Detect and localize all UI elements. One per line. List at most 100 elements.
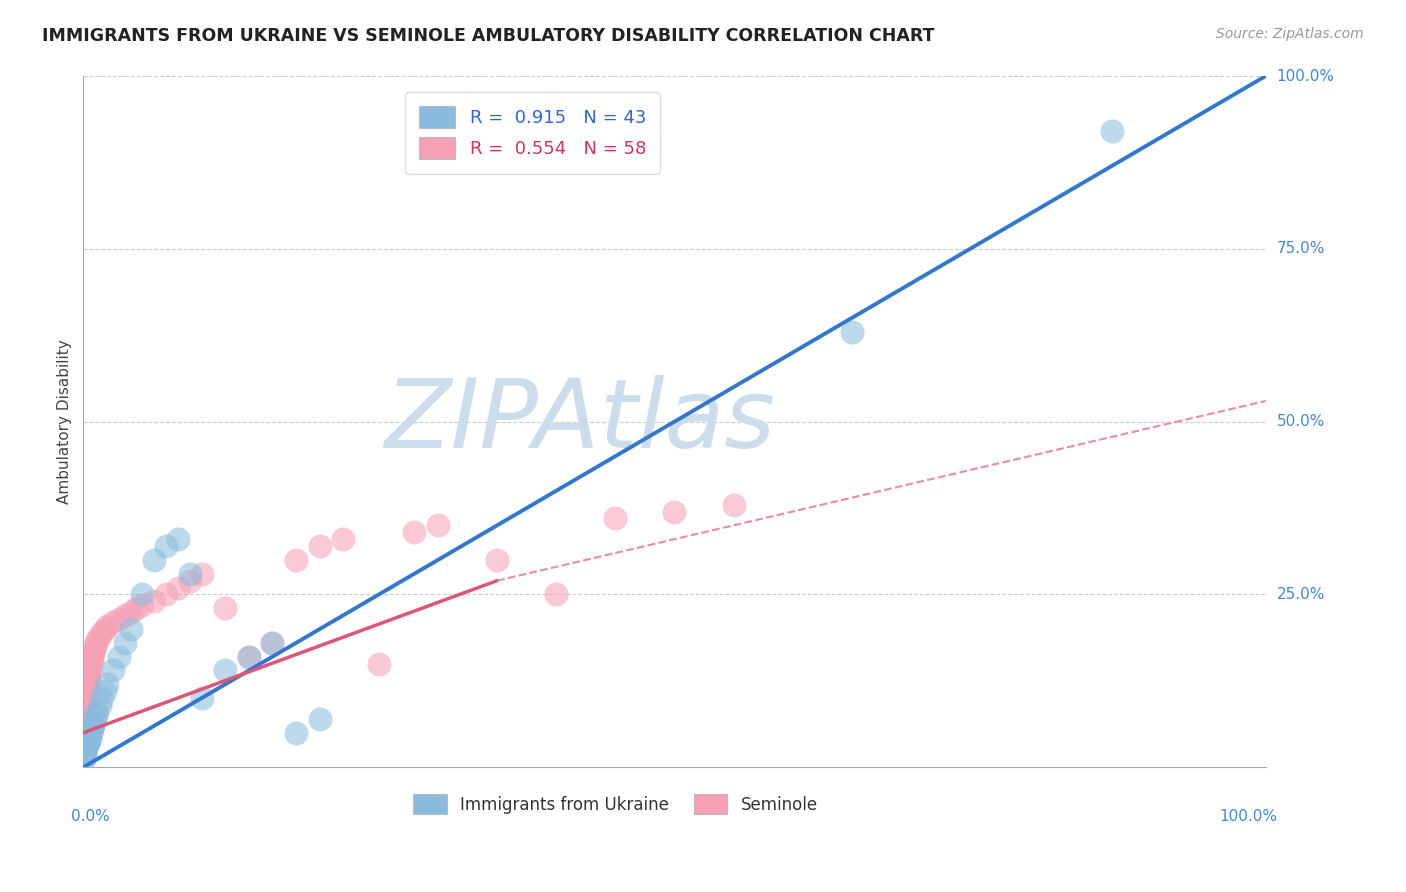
Point (76, 677, 98, 691)
Point (79, 664, 101, 678)
Text: Source: ZipAtlas.com: Source: ZipAtlas.com (1216, 27, 1364, 41)
Point (179, 566, 201, 581)
Point (77, 734, 100, 748)
Point (73, 712, 96, 726)
Point (73, 752, 96, 766)
Point (155, 539, 177, 553)
Text: ZIPAtlas: ZIPAtlas (384, 376, 775, 468)
Text: 25.0%: 25.0% (1277, 587, 1324, 602)
Point (91, 691, 114, 706)
Point (76, 738, 98, 752)
Point (83, 715, 105, 730)
Point (77, 729, 100, 743)
Point (114, 636, 136, 650)
Point (285, 553, 308, 567)
Point (93, 622, 115, 636)
Point (89, 698, 111, 712)
Text: IMMIGRANTS FROM UKRAINE VS SEMINOLE AMBULATORY DISABILITY CORRELATION CHART: IMMIGRANTS FROM UKRAINE VS SEMINOLE AMBU… (42, 27, 935, 45)
Point (73, 723, 96, 737)
Point (75, 695, 97, 709)
Point (125, 601, 148, 615)
Point (308, 712, 330, 726)
Point (89, 629, 111, 643)
Point (82, 649, 104, 664)
Point (80, 727, 103, 741)
Point (73, 732, 96, 747)
Point (427, 518, 450, 533)
Point (77, 670, 100, 684)
Point (131, 587, 153, 601)
Point (167, 581, 190, 595)
Point (84, 712, 107, 726)
Point (332, 532, 354, 546)
Point (101, 615, 124, 629)
Point (238, 649, 260, 664)
Point (84, 636, 107, 650)
Point (308, 539, 330, 553)
Point (73, 725, 96, 739)
Point (285, 725, 308, 739)
Point (190, 691, 212, 706)
Point (79, 660, 101, 674)
Point (179, 574, 201, 588)
Point (91, 625, 114, 640)
Point (605, 511, 627, 525)
Point (155, 587, 177, 601)
Point (107, 612, 129, 626)
Point (96, 677, 118, 691)
Point (841, 325, 863, 339)
Point (75, 743, 97, 757)
Point (262, 636, 284, 650)
Point (77, 667, 100, 681)
Point (86, 632, 108, 647)
Point (114, 608, 136, 623)
Point (190, 566, 212, 581)
Point (76, 688, 98, 702)
Point (93, 684, 115, 698)
Point (80, 653, 103, 667)
Text: 0.0%: 0.0% (72, 809, 110, 823)
Point (79, 731, 101, 746)
Point (143, 594, 166, 608)
Point (75, 691, 97, 706)
Point (76, 736, 98, 750)
Point (86, 705, 108, 719)
Point (82, 719, 104, 733)
Point (120, 622, 142, 636)
Point (80, 723, 103, 737)
Point (84, 640, 107, 654)
Point (73, 747, 96, 761)
Point (75, 740, 97, 755)
Point (83, 642, 105, 657)
Point (75, 747, 97, 761)
Point (77, 732, 100, 747)
Text: 75.0%: 75.0% (1277, 242, 1324, 256)
Point (75, 705, 97, 719)
Point (120, 605, 142, 619)
Point (664, 504, 686, 518)
Point (76, 681, 98, 695)
Text: 100.0%: 100.0% (1277, 69, 1334, 84)
Text: 50.0%: 50.0% (1277, 414, 1324, 429)
Point (73, 747, 96, 762)
Point (77, 673, 100, 688)
Point (73, 750, 96, 764)
Point (75, 701, 97, 715)
Text: 100.0%: 100.0% (1219, 809, 1278, 823)
Point (73, 719, 96, 733)
Point (73, 708, 96, 723)
Point (167, 532, 190, 546)
Legend: Immigrants from Ukraine, Seminole: Immigrants from Ukraine, Seminole (406, 788, 824, 822)
Point (76, 684, 98, 698)
Point (262, 636, 284, 650)
Point (101, 664, 124, 678)
Point (1101, 124, 1123, 138)
Point (107, 649, 129, 664)
Point (96, 618, 118, 632)
Point (723, 498, 745, 512)
Y-axis label: Ambulatory Disability: Ambulatory Disability (58, 339, 72, 504)
Point (84, 708, 107, 723)
Point (214, 601, 236, 615)
Point (75, 739, 97, 754)
Point (75, 698, 97, 712)
